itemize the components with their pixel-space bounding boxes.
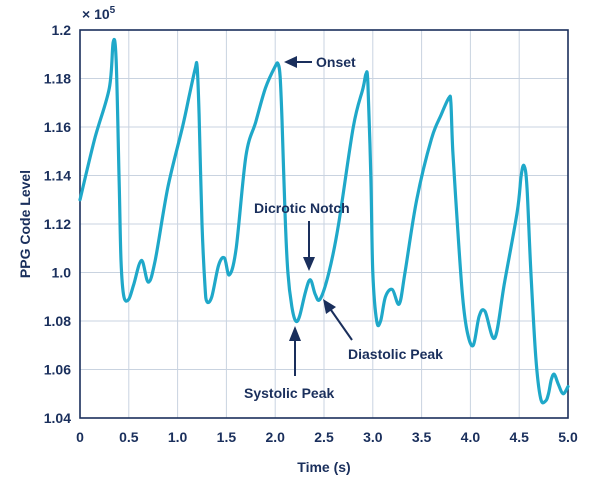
dicrotic-notch-label: Dicrotic Notch — [254, 200, 350, 216]
x-axis-title: Time (s) — [297, 459, 350, 475]
x-tick-label: 2.5 — [314, 429, 334, 445]
systolic-peak-arrowhead — [289, 326, 301, 341]
plot-frame — [79, 29, 569, 419]
x-tick-label: 2.0 — [265, 429, 285, 445]
y-tick-label: 1.16 — [44, 119, 71, 135]
x-tick-label: 0 — [76, 429, 84, 445]
series-layer — [78, 37, 570, 405]
diastolic-peak-label: Diastolic Peak — [348, 346, 443, 362]
y-tick-label: 1.14 — [44, 168, 71, 184]
x-tick-label: 0.5 — [119, 429, 139, 445]
y-axis-title: PPG Code Level — [17, 170, 33, 278]
y-tick-label: 1.04 — [44, 410, 71, 426]
y-tick-label: 1.2 — [52, 22, 72, 38]
y-tick-label: 1.06 — [44, 362, 71, 378]
annotation-systolic-peak: Systolic Peak — [244, 326, 334, 401]
diastolic-peak-arrow-shaft — [330, 309, 353, 341]
ppg-series-line — [78, 37, 570, 405]
x-tick-label: 3.5 — [412, 429, 432, 445]
diastolic-peak-arrowhead — [323, 299, 336, 314]
y-tick-labels: 1.04 1.06 1.08 1.0 1.12 1.14 1.16 1.18 1.2 — [44, 22, 71, 426]
y-multiplier-exponent: 5 — [110, 5, 116, 16]
x-tick-labels: 0 0.5 1.0 1.5 2.0 2.5 3.0 3.5 4.0 4.5 5.0 — [76, 429, 578, 445]
x-tick-label: 5.0 — [558, 429, 578, 445]
y-multiplier: × 105 — [82, 5, 116, 22]
onset-arrowhead — [284, 56, 297, 68]
onset-label: Onset — [316, 54, 356, 70]
systolic-peak-label: Systolic Peak — [244, 385, 334, 401]
grid — [79, 29, 569, 419]
dicrotic-notch-arrowhead — [303, 257, 315, 271]
x-tick-label: 4.0 — [461, 429, 481, 445]
y-tick-label: 1.08 — [44, 313, 71, 329]
y-tick-label: 1.12 — [44, 216, 71, 232]
annotation-onset: Onset — [284, 54, 356, 70]
x-tick-label: 3.0 — [363, 429, 383, 445]
x-tick-label: 1.0 — [168, 429, 188, 445]
y-tick-label: 1.18 — [44, 71, 71, 87]
y-tick-label: 1.0 — [52, 265, 72, 281]
x-tick-label: 1.5 — [217, 429, 237, 445]
annotation-dicrotic-notch: Dicrotic Notch — [254, 200, 350, 271]
x-tick-label: 4.5 — [509, 429, 529, 445]
annotation-diastolic-peak: Diastolic Peak — [323, 299, 443, 362]
